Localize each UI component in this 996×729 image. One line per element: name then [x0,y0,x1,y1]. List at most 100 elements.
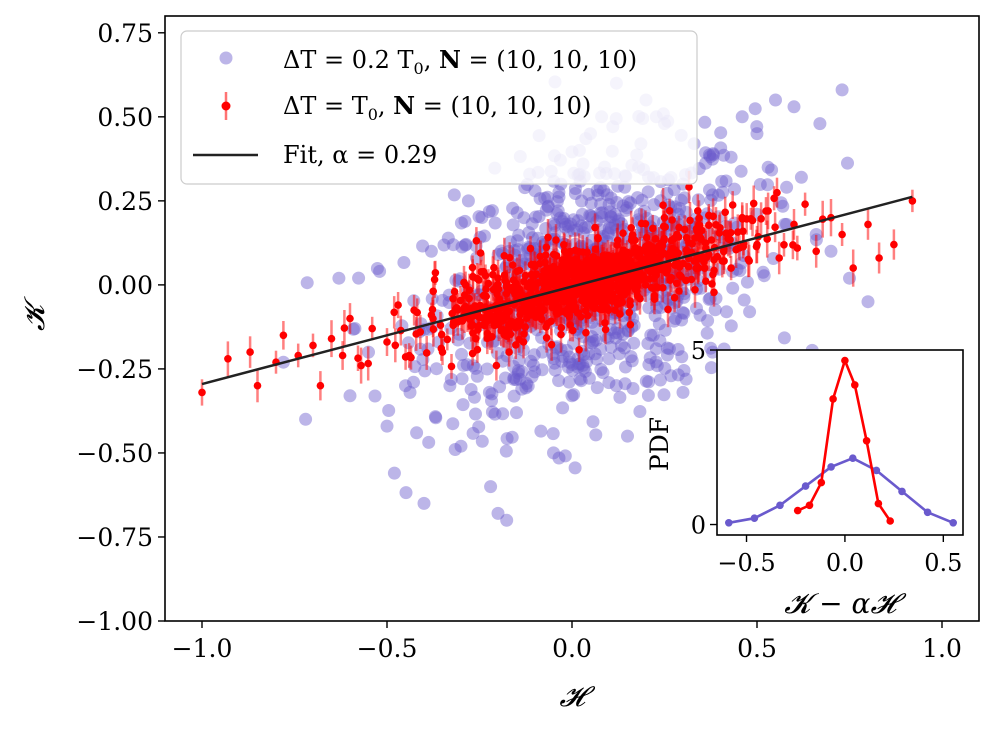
scatter-point-blue [507,371,521,385]
scatter-point-blue [430,362,443,376]
scatter-point-blue [399,379,412,393]
errorbar-point-red [364,346,373,381]
y-tick-label: −0.75 [76,523,153,552]
scatter-point-blue [454,216,468,230]
errorbar-point-red [684,255,693,278]
scatter-point-blue [675,313,689,327]
errorbar-point-red [646,256,654,287]
errorbar-point-red [661,210,669,244]
errorbar-point-red [549,258,558,280]
scatter-point-blue [582,187,596,201]
scatter-point-blue [698,115,712,129]
scatter-point-blue [614,338,628,352]
scatter-point-blue [604,340,618,354]
scatter-point-blue [552,185,566,199]
scatter-point-blue [571,360,585,374]
errorbar-point-red [637,208,646,239]
scatter-point-blue [664,369,678,383]
scatter-point-blue [715,174,729,188]
scatter-point-blue [373,264,387,278]
scatter-point-blue [712,188,725,202]
scatter-point-blue [565,389,579,403]
main-plot: −1.0 −0.5 0.0 0.5 1.0 −1.00−0.75−0.50−0.250.… [18,15,980,713]
scatter-point-blue [397,256,411,269]
scatter-point-blue [583,208,597,222]
scatter-point-blue [387,466,401,480]
scatter-point-blue [648,309,662,323]
errorbar-point-red [705,204,713,227]
scatter-point-blue [464,383,478,396]
scatter-point-blue [596,206,609,220]
scatter-point-blue [728,182,741,196]
inset-point-blue [898,487,906,496]
scatter-point-blue [460,358,474,372]
scatter-point-blue [567,224,581,238]
inset-x-tick-label: −0.5 [717,549,775,577]
scatter-point-blue [552,451,566,465]
errorbar-point-red [580,273,588,303]
scatter-point-blue [403,385,417,399]
scatter-point-blue [677,191,691,205]
scatter-point-blue [570,223,584,237]
scatter-point-blue [505,430,519,444]
scatter-point-blue [676,385,690,399]
scatter-point-blue [609,379,623,393]
inset-x-axis-label: 𝓚 − α𝓗 [784,587,906,620]
errorbar-point-red [757,202,765,236]
scatter-point-blue [633,207,647,221]
errorbar-point-red [309,333,317,358]
scatter-point-blue [539,203,553,217]
errorbar-point-red [654,234,662,266]
scatter-point-blue [511,243,525,257]
errorbar-point-red [582,314,590,352]
scatter-point-blue [658,361,672,375]
errorbar-point-red [659,188,667,223]
scatter-point-blue [512,228,526,242]
scatter-point-blue [457,358,470,372]
errorbar-point-red [686,202,694,239]
scatter-point-blue [332,271,346,285]
scatter-point-blue [584,196,598,210]
inset-line-blue [728,456,954,525]
scatter-point-blue [533,192,547,206]
errorbar-point-red [664,291,672,328]
scatter-point-blue [591,188,605,202]
scatter-point-blue [724,319,738,333]
inset-point-red [817,478,826,487]
errorbar-point-red [557,316,566,339]
errorbar-point-red [718,244,727,278]
scatter-point-blue [553,211,567,225]
scatter-point-blue [679,372,693,386]
scatter-point-blue [602,221,616,235]
scatter-point-blue [701,314,715,328]
scatter-point-blue [590,381,604,395]
scatter-point-blue [441,231,455,245]
errorbar-point-red [812,234,820,268]
scatter-point-blue [674,193,688,207]
scatter-point-blue [594,342,608,356]
scatter-point-blue [706,147,720,161]
scatter-point-blue [708,303,722,317]
scatter-point-blue [757,269,771,283]
scatter-point-blue [601,226,615,240]
scatter-point-blue [368,389,382,403]
scatter-point-blue [558,220,572,234]
scatter-point-blue [528,365,542,379]
scatter-point-blue [573,357,587,371]
scatter-point-blue [646,328,660,342]
errorbar-point-red [512,273,521,300]
scatter-point-blue [716,185,730,199]
errorbar-point-red [715,214,724,251]
scatter-point-blue [735,110,749,124]
scatter-point-blue [572,357,586,371]
errorbar-point-red [744,241,753,278]
scatter-point-blue [525,217,539,231]
errorbar-point-red [407,345,415,370]
legend-entry-blue: ΔT = 0.2 T0, N = (10, 10, 10) [283,45,637,78]
errorbar-point-red [253,369,262,403]
scatter-point-blue [649,355,663,369]
scatter-point-blue [482,385,496,399]
scatter-point-blue [726,281,740,295]
errorbar-point-red [509,247,517,283]
scatter-point-blue [472,210,486,224]
